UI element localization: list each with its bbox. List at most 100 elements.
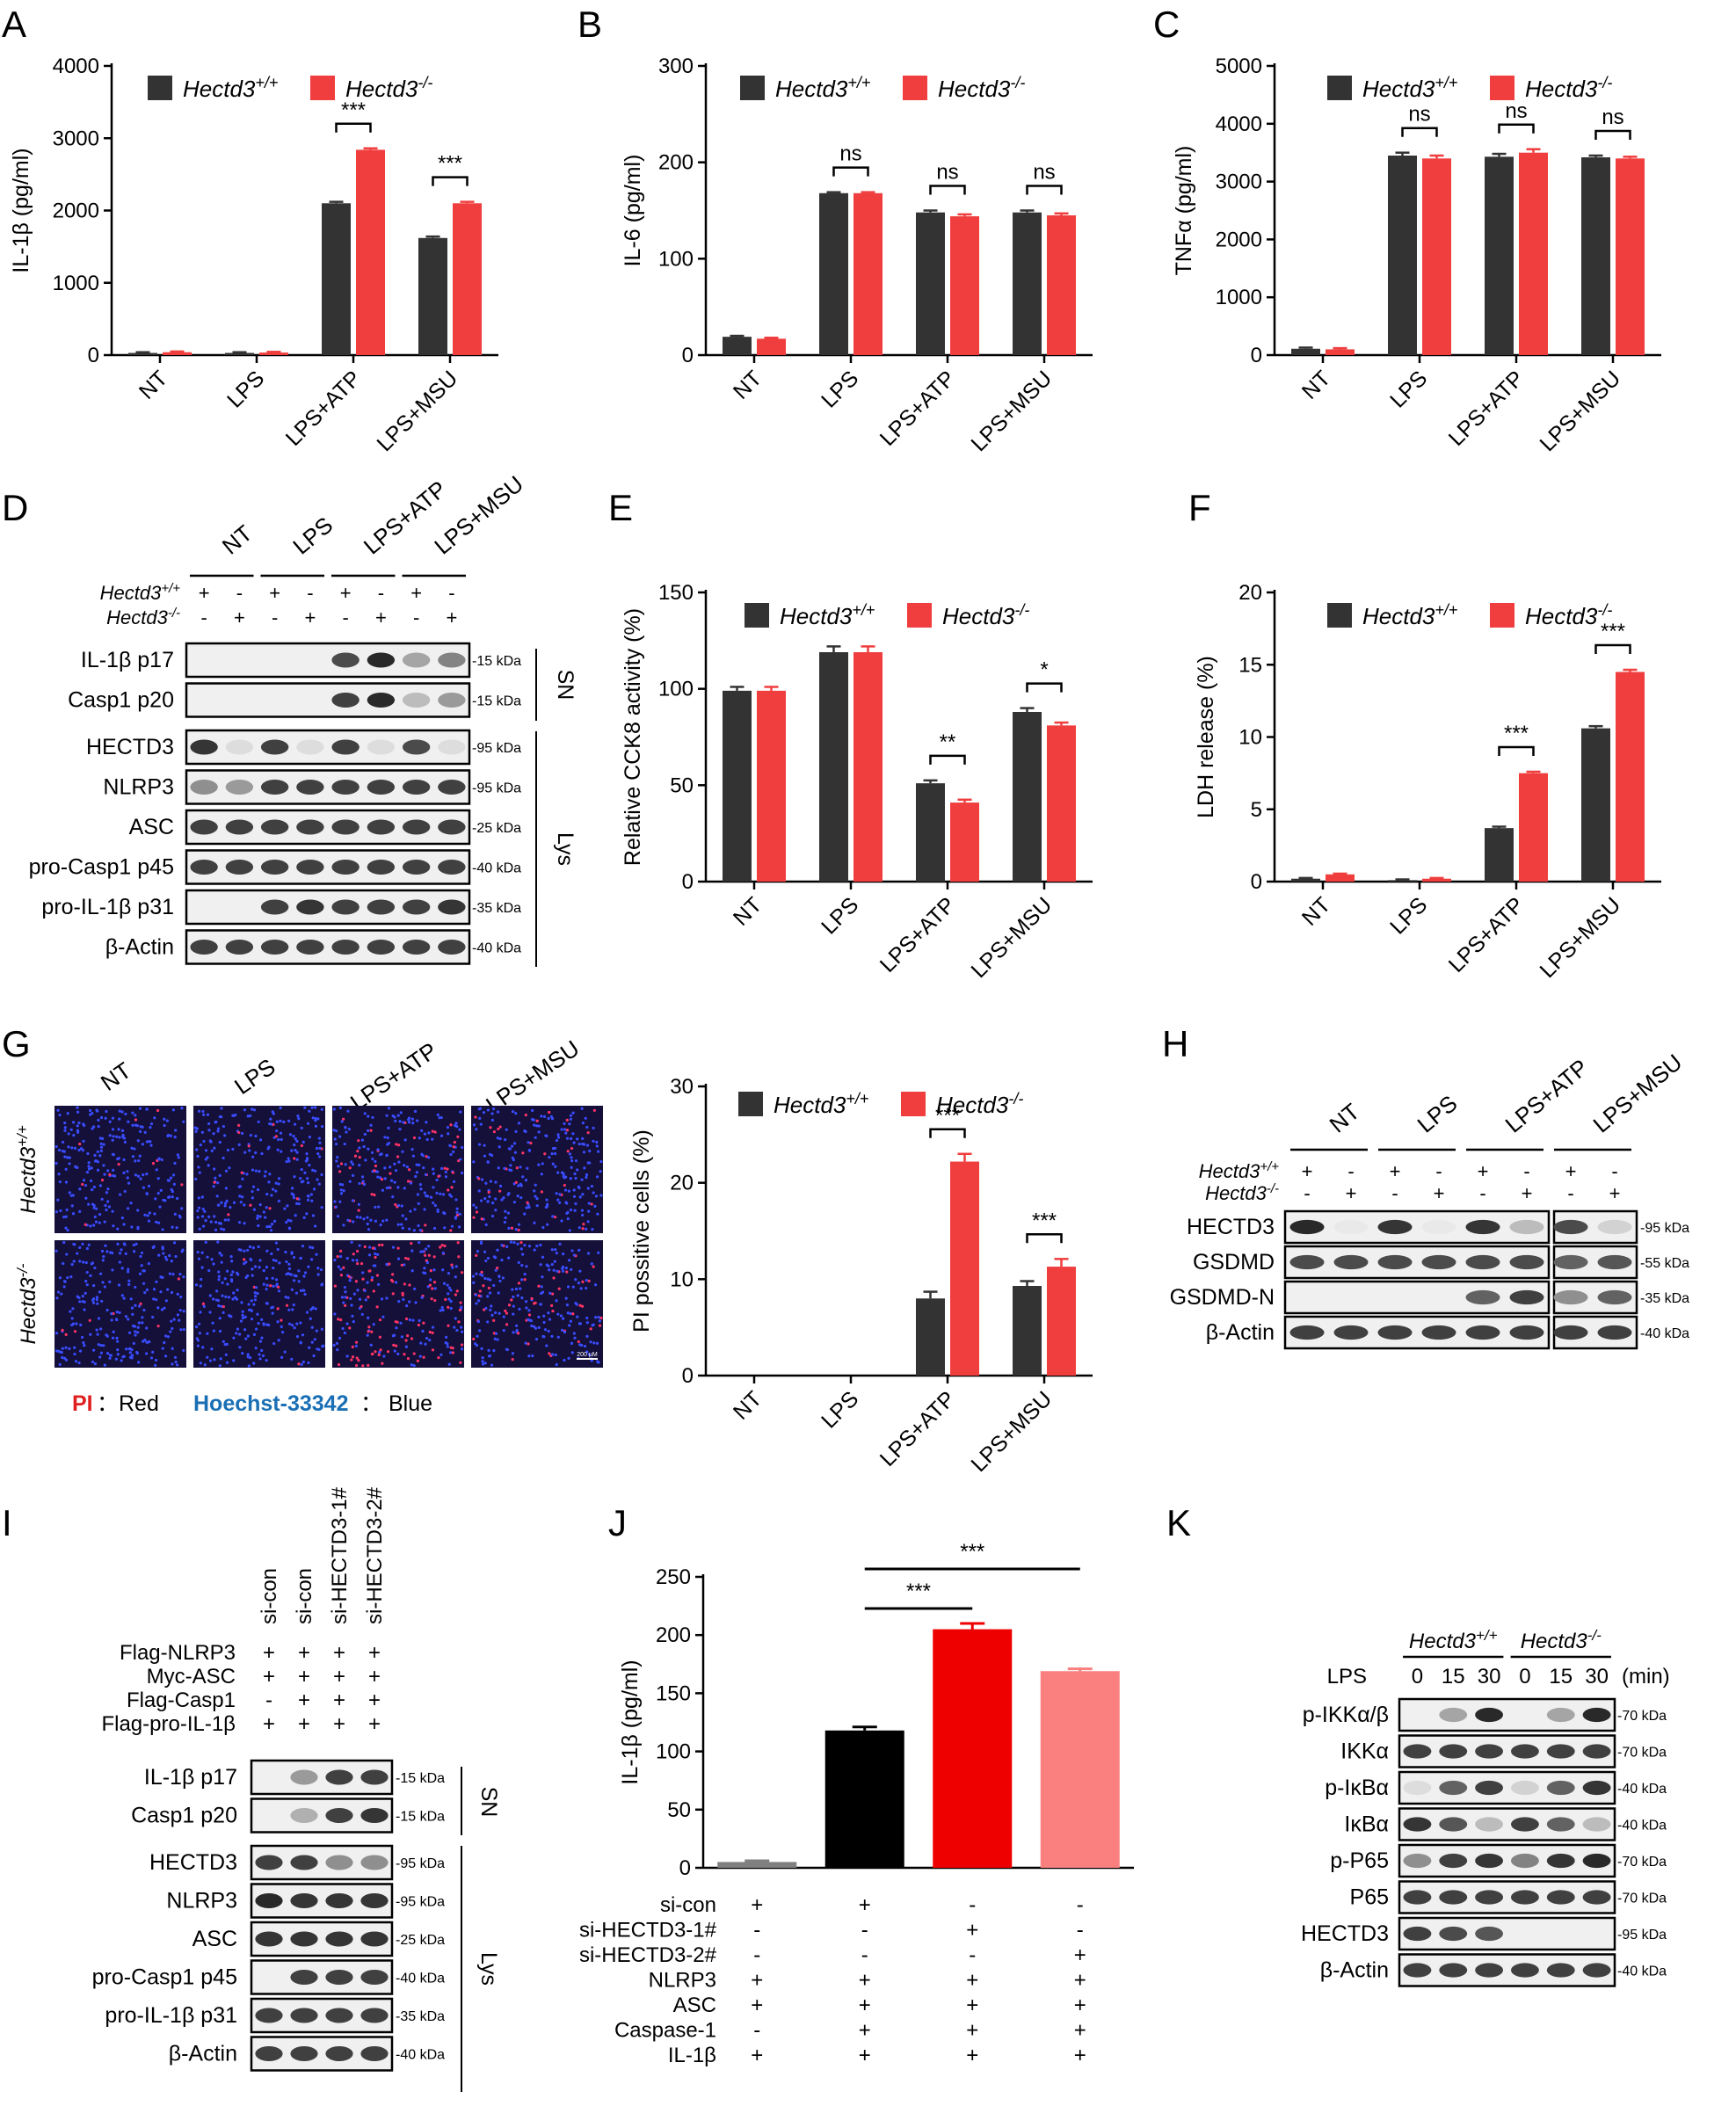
hoechst-cell	[111, 1116, 115, 1120]
hoechst-cell	[175, 1363, 179, 1367]
hoechst-cell	[408, 1318, 411, 1322]
hoechst-cell	[279, 1131, 283, 1135]
genotype-sup: +/+	[847, 74, 870, 91]
hoechst-cell	[246, 1248, 250, 1253]
bar-wt	[1291, 348, 1320, 355]
hoechst-cell	[117, 1157, 120, 1160]
hoechst-cell	[438, 1116, 441, 1120]
hoechst-cell	[488, 1354, 491, 1358]
pi-cell	[360, 1304, 363, 1309]
hoechst-cell	[63, 1126, 67, 1129]
blot-band	[402, 652, 431, 668]
pi-cell	[117, 1163, 120, 1166]
hoechst-cell	[91, 1111, 94, 1115]
blot-band	[1403, 1817, 1432, 1832]
hoechst-cell	[64, 1226, 68, 1230]
hoechst-cell	[321, 1282, 324, 1286]
hoechst-cell	[123, 1140, 127, 1144]
hoechst-cell	[168, 1272, 171, 1275]
bar-ko	[356, 149, 385, 355]
hoechst-cell	[359, 1216, 362, 1219]
hoechst-cell	[425, 1194, 428, 1198]
sig-label: ***	[935, 1104, 960, 1128]
hoechst-cell	[560, 1128, 563, 1131]
hoechst-cell	[224, 1169, 229, 1173]
hoechst-cell	[351, 1259, 355, 1262]
hoechst-cell	[573, 1336, 577, 1340]
pi-cell	[578, 1304, 582, 1307]
pi-cell	[337, 1362, 341, 1367]
hoechst-cell	[333, 1259, 337, 1262]
pi-cell	[582, 1223, 585, 1226]
hoechst-cell	[58, 1180, 62, 1184]
y-tick-label: 1000	[53, 272, 99, 295]
blot-band	[290, 1807, 318, 1824]
hoechst-cell	[213, 1358, 216, 1362]
hoechst-cell	[315, 1146, 319, 1151]
blot-lane-label: si-HECTD3-2#	[363, 1486, 387, 1624]
hoechst-cell	[117, 1128, 120, 1131]
bar-ko	[1047, 1267, 1076, 1376]
hoechst-cell	[551, 1215, 555, 1218]
hoechst-cell	[374, 1159, 377, 1163]
y-tick-label: 200	[658, 151, 694, 175]
hoechst-cell	[160, 1308, 164, 1311]
pi-cell	[381, 1362, 384, 1365]
hoechst-cell	[580, 1178, 584, 1181]
genotype-base: Hectd3	[100, 582, 162, 604]
hoechst-cell	[490, 1118, 494, 1122]
hoechst-cell	[446, 1345, 450, 1348]
y-tick-label: 15	[1238, 653, 1262, 677]
bar-wt	[128, 352, 157, 355]
hoechst-cell	[215, 1195, 219, 1198]
pi-cell	[431, 1348, 435, 1352]
hoechst-cell	[271, 1276, 274, 1280]
hoechst-cell	[171, 1347, 174, 1350]
hoechst-cell	[229, 1273, 233, 1276]
hoechst-cell	[143, 1338, 147, 1342]
hoechst-cell	[254, 1327, 258, 1331]
genotype-sign: -	[1347, 1160, 1354, 1182]
hoechst-cell	[525, 1206, 528, 1209]
hoechst-cell	[280, 1355, 284, 1359]
hoechst-cell	[338, 1200, 342, 1203]
hoechst-cell	[156, 1177, 160, 1180]
panel-letter-H: H	[1162, 1023, 1188, 1064]
hoechst-cell	[241, 1352, 244, 1355]
hoechst-cell	[567, 1189, 570, 1193]
blot-band	[1403, 1744, 1432, 1759]
genotype-sign: -	[1567, 1182, 1573, 1204]
hoechst-cell	[585, 1125, 589, 1129]
hoechst-cell	[168, 1253, 171, 1258]
hoechst-cell	[197, 1109, 201, 1113]
blot-row-label: IκBα	[1344, 1812, 1389, 1837]
hoechst-cell	[78, 1349, 83, 1353]
hoechst-cell	[253, 1291, 257, 1295]
pi-cell	[472, 1216, 476, 1219]
hoechst-cell	[193, 1126, 197, 1129]
i-row-value: +	[298, 1712, 310, 1736]
hoechst-cell	[108, 1120, 112, 1123]
hoechst-cell	[256, 1216, 259, 1220]
j-row-label: IL-1β	[668, 2044, 716, 2067]
hoechst-cell	[547, 1116, 550, 1121]
pi-cell	[406, 1356, 410, 1361]
legend-label-ko: Hectd3-/-	[938, 74, 1025, 102]
hoechst-cell	[300, 1126, 303, 1129]
genotype-base: Hectd3	[183, 76, 256, 102]
hoechst-cell	[170, 1319, 173, 1323]
hoechst-cell	[169, 1176, 173, 1180]
hoechst-cell	[393, 1115, 396, 1119]
hoechst-cell	[423, 1132, 427, 1136]
hoechst-cell	[245, 1173, 249, 1176]
hoechst-cell	[432, 1226, 437, 1231]
hoechst-cell	[295, 1151, 299, 1154]
blot-band	[296, 899, 324, 915]
blot-band	[1553, 1325, 1588, 1340]
hoechst-cell	[244, 1337, 248, 1340]
hoechst-cell	[355, 1216, 359, 1219]
genotype-sup: -/-	[1587, 1627, 1602, 1644]
hoechst-cell	[89, 1274, 92, 1277]
hoechst-cell	[164, 1299, 168, 1303]
